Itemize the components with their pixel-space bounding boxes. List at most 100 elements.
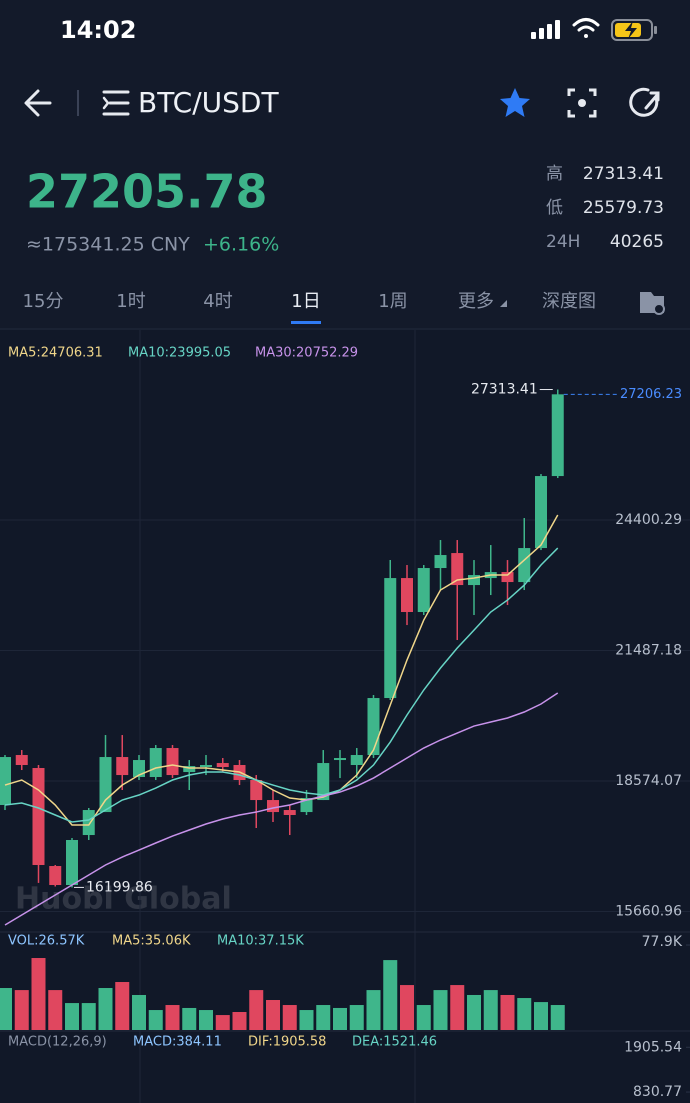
- y-tick-label: 21487.18: [615, 643, 682, 659]
- ma-line: [4, 692, 559, 926]
- volume-bar: [31, 958, 46, 1030]
- legend-entry: MA10:23995.05: [128, 346, 231, 361]
- tab[interactable]: 深度图: [542, 291, 596, 312]
- volume-bar: [467, 994, 481, 1030]
- volume-bar: [366, 990, 381, 1030]
- candle-body: [133, 760, 145, 778]
- candle-body: [267, 800, 279, 813]
- candle-body: [283, 810, 296, 816]
- stat-value: 27313.41: [583, 164, 664, 184]
- tab[interactable]: 更多: [458, 291, 494, 312]
- legend-entry: MA10:37.15K: [217, 934, 304, 949]
- candle-body: [468, 575, 480, 586]
- volume-bar: [165, 1005, 180, 1030]
- candle-body: [551, 394, 564, 477]
- tab[interactable]: 15分: [23, 291, 64, 312]
- legend-entry: DEA:1521.46: [352, 1035, 437, 1050]
- legend-entry: MA5:35.06K: [112, 934, 191, 949]
- stat-label: 24H: [546, 232, 580, 252]
- low-label: 16199.86: [86, 879, 153, 895]
- candle-body: [200, 765, 212, 768]
- candle-body: [116, 757, 129, 776]
- candle-body: [518, 548, 531, 583]
- price-change: +6.16%: [203, 234, 279, 256]
- volume-bar: [534, 1002, 548, 1030]
- current-price-label: 27206.23: [620, 387, 682, 402]
- volume-bar: [199, 1010, 213, 1030]
- scan-icon[interactable]: [567, 88, 597, 118]
- y-tick-label: 830.77: [633, 1084, 682, 1100]
- menu-icon[interactable]: [102, 90, 130, 116]
- ma-line: [4, 547, 559, 823]
- candle-body: [166, 748, 179, 776]
- last-price: 27205.78: [26, 165, 268, 219]
- tab-underline: [291, 321, 321, 324]
- candle-body: [149, 748, 162, 778]
- candle-body: [451, 553, 464, 586]
- ma-line: [4, 514, 559, 826]
- volume-bar: [349, 1005, 364, 1030]
- tab[interactable]: 1日: [291, 291, 320, 312]
- volume-bar: [266, 1000, 280, 1030]
- cny-price: ≈175341.25 CNY: [26, 234, 190, 256]
- candle-body: [384, 578, 397, 699]
- chart-background: [0, 330, 690, 1103]
- legend-entry: DIF:1905.58: [248, 1035, 326, 1050]
- candle-body: [434, 555, 447, 569]
- candle-body: [334, 758, 346, 761]
- candle-body: [66, 839, 78, 886]
- volume-bar: [416, 1005, 431, 1030]
- volume-bar: [299, 1010, 314, 1030]
- volume-bar: [333, 1007, 347, 1030]
- volume-bar: [182, 1007, 197, 1030]
- candle-body: [99, 757, 112, 813]
- candle-body: [49, 866, 62, 886]
- stat-label: 高: [546, 164, 563, 184]
- volume-bar: [517, 998, 532, 1030]
- battery-icon: [611, 19, 657, 41]
- candle-body: [0, 757, 11, 806]
- candle-body: [216, 763, 229, 768]
- legend-entry: MA30:20752.29: [255, 346, 358, 361]
- candle-body: [501, 572, 514, 583]
- volume-bar: [98, 988, 113, 1030]
- share-icon[interactable]: [629, 87, 660, 117]
- volume-bar: [81, 1003, 96, 1030]
- chart-settings-icon[interactable]: [640, 292, 665, 315]
- stat-label: 低: [546, 198, 563, 218]
- volume-bar: [148, 1010, 163, 1030]
- pair-title: BTC/USDT: [138, 86, 279, 119]
- volume-bar: [48, 990, 63, 1030]
- y-tick-label: 18574.07: [615, 773, 682, 789]
- volume-bar: [500, 994, 515, 1030]
- back-button[interactable]: [24, 89, 52, 117]
- candle-body: [350, 755, 363, 766]
- signal-icon: [531, 20, 560, 39]
- wifi-icon: [572, 18, 600, 38]
- candle-body: [417, 568, 430, 613]
- tab[interactable]: 1周: [378, 291, 407, 312]
- volume-bar: [0, 988, 12, 1030]
- legend-entry: MACD:384.11: [133, 1035, 222, 1050]
- stat-value: 25579.73: [583, 198, 664, 218]
- volume-bar: [215, 1015, 230, 1030]
- tab[interactable]: 4时: [203, 291, 232, 312]
- volume-bar: [249, 990, 264, 1030]
- candle-body: [183, 766, 196, 773]
- legend-entry: VOL:26.57K: [8, 934, 85, 949]
- volume-bar: [550, 1005, 565, 1030]
- volume-bar: [383, 960, 398, 1030]
- volume-bar: [400, 985, 414, 1030]
- y-tick-label: 24400.29: [615, 512, 682, 528]
- candle-body: [535, 476, 547, 549]
- candle-body: [401, 578, 413, 613]
- volume-bar: [450, 985, 465, 1030]
- candle-body: [15, 755, 28, 766]
- favorite-star[interactable]: [500, 88, 530, 117]
- tab[interactable]: 1时: [116, 291, 145, 312]
- watermark: Huobi Global: [15, 882, 232, 917]
- legend-entry: MA5:24706.31: [8, 346, 103, 361]
- volume-bar: [232, 1012, 247, 1030]
- volume-bar: [282, 1005, 297, 1030]
